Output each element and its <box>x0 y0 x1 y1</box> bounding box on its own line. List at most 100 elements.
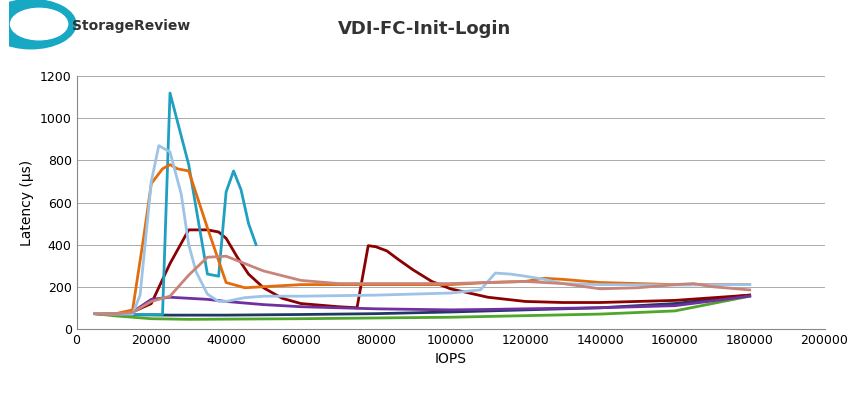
KIOXIA CD6 7.68TB <box>157 312 167 317</box>
KIOXIA CD6 7.68TB <box>229 168 239 173</box>
Micron 9400 Pro 7.68TB <box>520 308 530 312</box>
Micron 7400 Pro 7.68TB <box>202 225 212 230</box>
Samsung PM9A3 7.68TB <box>90 311 100 316</box>
Dapustor R5100 7.68TB <box>445 315 456 320</box>
Micron 9400 Pro 30.72TB <box>221 236 231 241</box>
Micron 7400 Pro 7.68TB <box>745 282 755 287</box>
Line: KIOXIA CD6 7.68TB: KIOXIA CD6 7.68TB <box>95 93 256 314</box>
Solidigm P5520 7.68TB <box>296 304 306 309</box>
Samsung PM9A3 7.68TB <box>490 271 501 275</box>
Micron 7400 Pro 7.68TB <box>539 276 549 281</box>
Circle shape <box>0 0 76 49</box>
Samsung PM9A3 7.68TB <box>240 295 250 300</box>
Text: StorageReview: StorageReview <box>72 19 190 33</box>
Memblaze 6920 7.68TB <box>483 280 493 285</box>
Micron 9400 Pro 7.68TB <box>184 313 194 318</box>
Solidigm P5520 7.68TB <box>90 311 100 316</box>
Micron 9400 Pro 30.72TB <box>371 244 381 249</box>
Samsung PM9A3 7.68TB <box>445 291 456 296</box>
Micron 9400 Pro 30.72TB <box>445 286 456 291</box>
X-axis label: IOPS: IOPS <box>434 352 467 366</box>
Micron 9400 Pro 30.72TB <box>382 249 392 253</box>
Micron 9400 Pro 30.72TB <box>184 227 194 232</box>
Micron 7400 Pro 7.68TB <box>520 279 530 284</box>
Micron 9400 Pro 7.68TB <box>595 306 605 310</box>
Line: Micron 9400 Pro 7.68TB: Micron 9400 Pro 7.68TB <box>95 295 750 315</box>
Samsung PM9A3 7.68TB <box>539 277 549 282</box>
Micron 9400 Pro 7.68TB <box>670 301 680 306</box>
Samsung PM9A3 7.68TB <box>558 281 568 286</box>
Solidigm P5520 7.68TB <box>184 296 194 301</box>
Micron 9400 Pro 30.72TB <box>558 300 568 305</box>
Memblaze 6920 7.68TB <box>184 273 194 277</box>
Samsung PM9A3 7.68TB <box>221 299 231 304</box>
Micron 9400 Pro 7.68TB <box>445 310 456 314</box>
Micron 7400 Pro 7.68TB <box>371 282 381 287</box>
Memblaze 6920 7.68TB <box>240 261 250 266</box>
Micron 9400 Pro 30.72TB <box>333 304 343 309</box>
Samsung PM9A3 7.68TB <box>475 288 485 292</box>
Memblaze 6920 7.68TB <box>146 299 156 304</box>
KIOXIA CD6 7.68TB <box>109 312 119 316</box>
Samsung PM9A3 7.68TB <box>213 299 224 304</box>
Micron 7400 Pro 7.68TB <box>109 312 119 316</box>
Micron 9400 Pro 7.68TB <box>90 311 100 316</box>
Solidigm P5520 7.68TB <box>670 303 680 308</box>
Samsung PM9A3 7.68TB <box>146 179 156 184</box>
Samsung PM9A3 7.68TB <box>258 294 269 299</box>
Dapustor R5100 7.68TB <box>184 317 194 322</box>
Samsung PM9A3 7.68TB <box>191 269 201 274</box>
Micron 7400 Pro 7.68TB <box>146 181 156 186</box>
Dapustor R5100 7.68TB <box>109 313 119 318</box>
Micron 7400 Pro 7.68TB <box>157 166 167 171</box>
Micron 9400 Pro 30.72TB <box>243 272 253 277</box>
Samsung PM9A3 7.68TB <box>128 312 138 316</box>
Memblaze 6920 7.68TB <box>333 281 343 286</box>
Samsung PM9A3 7.68TB <box>165 150 175 154</box>
Micron 9400 Pro 30.72TB <box>520 299 530 304</box>
Micron 9400 Pro 30.72TB <box>90 311 100 316</box>
Solidigm P5520 7.68TB <box>258 302 269 307</box>
Samsung PM9A3 7.68TB <box>184 242 194 247</box>
Micron 9400 Pro 30.72TB <box>109 312 119 316</box>
KIOXIA CD6 7.68TB <box>184 162 194 167</box>
Micron 9400 Pro 30.72TB <box>393 257 403 262</box>
Micron 9400 Pro 30.72TB <box>363 243 373 248</box>
Memblaze 6920 7.68TB <box>109 312 119 316</box>
Micron 9400 Pro 30.72TB <box>128 310 138 314</box>
Micron 7400 Pro 7.68TB <box>445 282 456 287</box>
Line: Micron 7400 Pro 7.68TB: Micron 7400 Pro 7.68TB <box>95 164 750 314</box>
Micron 9400 Pro 7.68TB <box>745 293 755 298</box>
Micron 9400 Pro 30.72TB <box>670 298 680 303</box>
Dapustor R5100 7.68TB <box>745 294 755 299</box>
Micron 9400 Pro 30.72TB <box>296 301 306 306</box>
Memblaze 6920 7.68TB <box>670 282 680 287</box>
Micron 7400 Pro 7.68TB <box>184 168 194 173</box>
Micron 7400 Pro 7.68TB <box>670 282 680 287</box>
KIOXIA CD6 7.68TB <box>146 312 156 317</box>
Memblaze 6920 7.68TB <box>90 311 100 316</box>
Memblaze 6920 7.68TB <box>258 269 269 273</box>
Micron 9400 Pro 30.72TB <box>277 296 287 301</box>
Samsung PM9A3 7.68TB <box>670 283 680 288</box>
Memblaze 6920 7.68TB <box>558 281 568 286</box>
Micron 7400 Pro 7.68TB <box>90 311 100 316</box>
Samsung PM9A3 7.68TB <box>520 274 530 279</box>
Dapustor R5100 7.68TB <box>296 316 306 321</box>
Memblaze 6920 7.68TB <box>221 254 231 259</box>
Micron 7400 Pro 7.68TB <box>221 280 231 285</box>
KIOXIA CD6 7.68TB <box>243 221 253 226</box>
Memblaze 6920 7.68TB <box>408 281 418 286</box>
Samsung PM9A3 7.68TB <box>745 282 755 287</box>
Samsung PM9A3 7.68TB <box>176 192 186 196</box>
Solidigm P5520 7.68TB <box>128 310 138 314</box>
KIOXIA CD6 7.68TB <box>90 311 100 316</box>
Memblaze 6920 7.68TB <box>707 284 717 289</box>
Micron 9400 Pro 7.68TB <box>109 312 119 317</box>
Micron 9400 Pro 7.68TB <box>146 312 156 317</box>
Micron 7400 Pro 7.68TB <box>483 280 493 285</box>
KIOXIA CD6 7.68TB <box>128 312 138 317</box>
Memblaze 6920 7.68TB <box>688 281 699 286</box>
Micron 9400 Pro 30.72TB <box>483 295 493 300</box>
Dapustor R5100 7.68TB <box>128 315 138 320</box>
